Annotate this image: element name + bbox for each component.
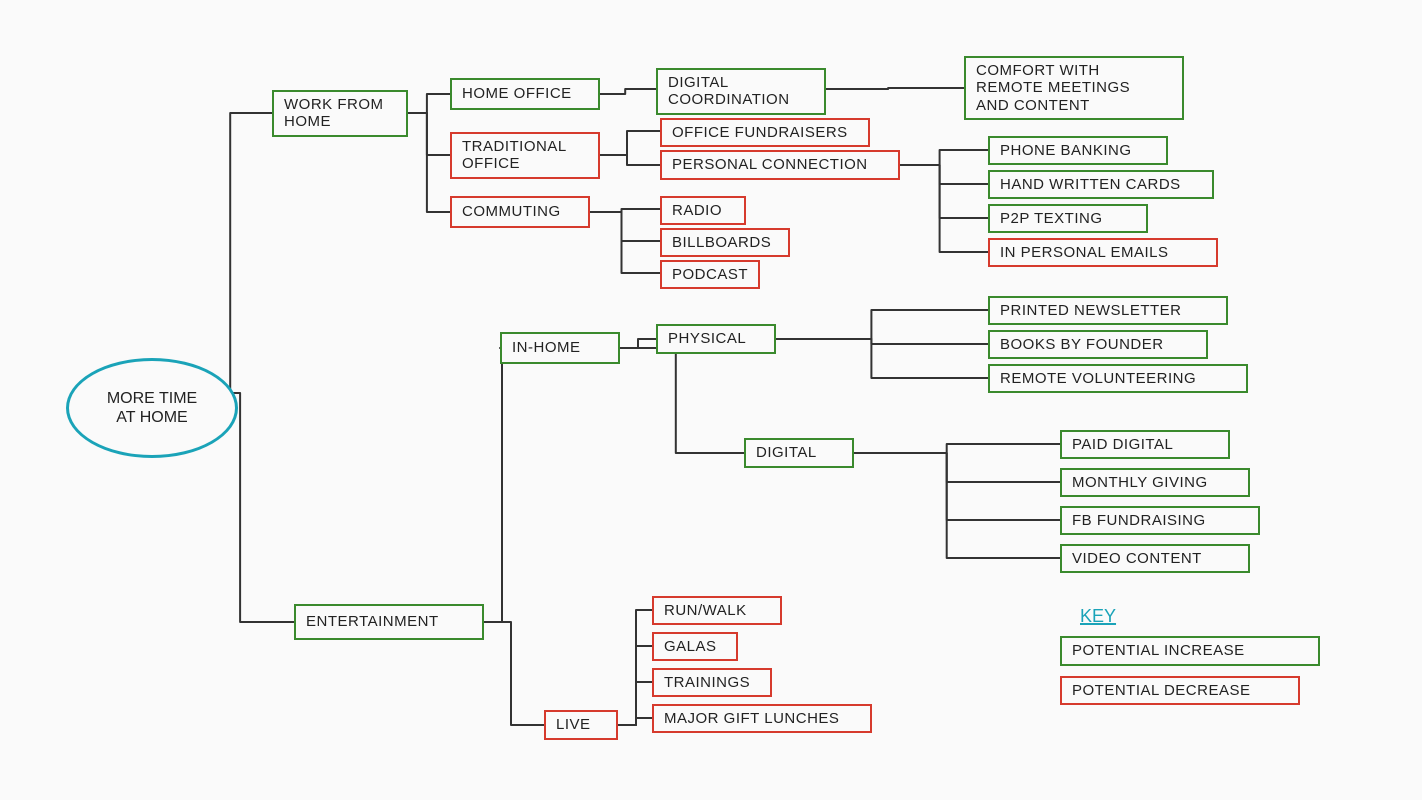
node-inhome: In-home [500, 332, 620, 364]
node-books: Books by founder [988, 330, 1208, 359]
key-title: Key [1080, 606, 1116, 627]
edge-inhome-digital [620, 348, 744, 453]
edge-wfh-homeoffice [408, 94, 450, 113]
edge-entertain-live [484, 622, 544, 725]
node-podcast: Podcast [660, 260, 760, 289]
edge-live-runwalk [618, 610, 652, 725]
edge-tradoffice-persconn [600, 155, 660, 165]
node-persconn: Personal connection [660, 150, 900, 180]
node-tradoffice: Traditional office [450, 132, 600, 179]
node-galas: Galas [652, 632, 738, 661]
node-commuting: Commuting [450, 196, 590, 228]
edge-persconn-phonebank [900, 150, 988, 165]
node-physical: Physical [656, 324, 776, 354]
node-fbfund: FB fundraising [1060, 506, 1260, 535]
edge-inhome-physical [620, 339, 656, 348]
edge-tradoffice-officefund [600, 131, 660, 155]
node-paiddigital: Paid digital [1060, 430, 1230, 459]
edge-commuting-billboards [590, 212, 660, 241]
node-wfh: Work from home [272, 90, 408, 137]
node-digital: Digital [744, 438, 854, 468]
node-inemails: In personal emails [988, 238, 1218, 267]
edge-live-majorgift [618, 718, 652, 725]
edge-digital-paiddigital [854, 444, 1060, 453]
node-video: Video content [1060, 544, 1250, 573]
edge-persconn-p2p [900, 165, 988, 218]
edge-root-wfh [196, 113, 272, 393]
edge-commuting-podcast [590, 212, 660, 273]
edge-physical-newsletter [776, 310, 988, 339]
node-digcoord: Digital coordination [656, 68, 826, 115]
node-officefund: Office fundraisers [660, 118, 870, 147]
edge-digital-fbfund [854, 453, 1060, 520]
node-entertain: Entertainment [294, 604, 484, 640]
root-node: More time at home [66, 358, 238, 458]
node-phonebank: Phone banking [988, 136, 1168, 165]
key-item-increase: Potential increase [1060, 636, 1320, 666]
edge-digital-video [854, 453, 1060, 558]
node-monthly: Monthly giving [1060, 468, 1250, 497]
node-p2p: P2P texting [988, 204, 1148, 233]
node-remotevol: Remote volunteering [988, 364, 1248, 393]
key-item-decrease: Potential decrease [1060, 676, 1300, 705]
node-majorgift: Major gift lunches [652, 704, 872, 733]
node-handwritten: Hand written cards [988, 170, 1214, 199]
edge-live-galas [618, 646, 652, 725]
diagram-canvas: More time at home Work from home Home offi… [0, 0, 1422, 800]
edge-physical-books [776, 339, 988, 344]
edge-physical-remotevol [776, 339, 988, 378]
node-comfort: Comfort with remote meetings and content [964, 56, 1184, 120]
edge-persconn-handwritten [900, 165, 988, 184]
edge-wfh-commuting [408, 113, 450, 212]
edge-wfh-tradoffice [408, 113, 450, 155]
edge-homeoffice-digcoord [600, 89, 656, 94]
edge-live-trainings [618, 682, 652, 725]
edge-digcoord-comfort [826, 88, 964, 89]
edge-persconn-inemails [900, 165, 988, 252]
edge-digital-monthly [854, 453, 1060, 482]
edge-entertain-inhome [484, 348, 502, 622]
node-billboards: Billboards [660, 228, 790, 257]
node-runwalk: Run/Walk [652, 596, 782, 625]
node-live: Live [544, 710, 618, 740]
node-trainings: Trainings [652, 668, 772, 697]
node-newsletter: Printed newsletter [988, 296, 1228, 325]
edge-commuting-radio [590, 209, 660, 212]
node-radio: Radio [660, 196, 746, 225]
node-homeoffice: Home office [450, 78, 600, 110]
